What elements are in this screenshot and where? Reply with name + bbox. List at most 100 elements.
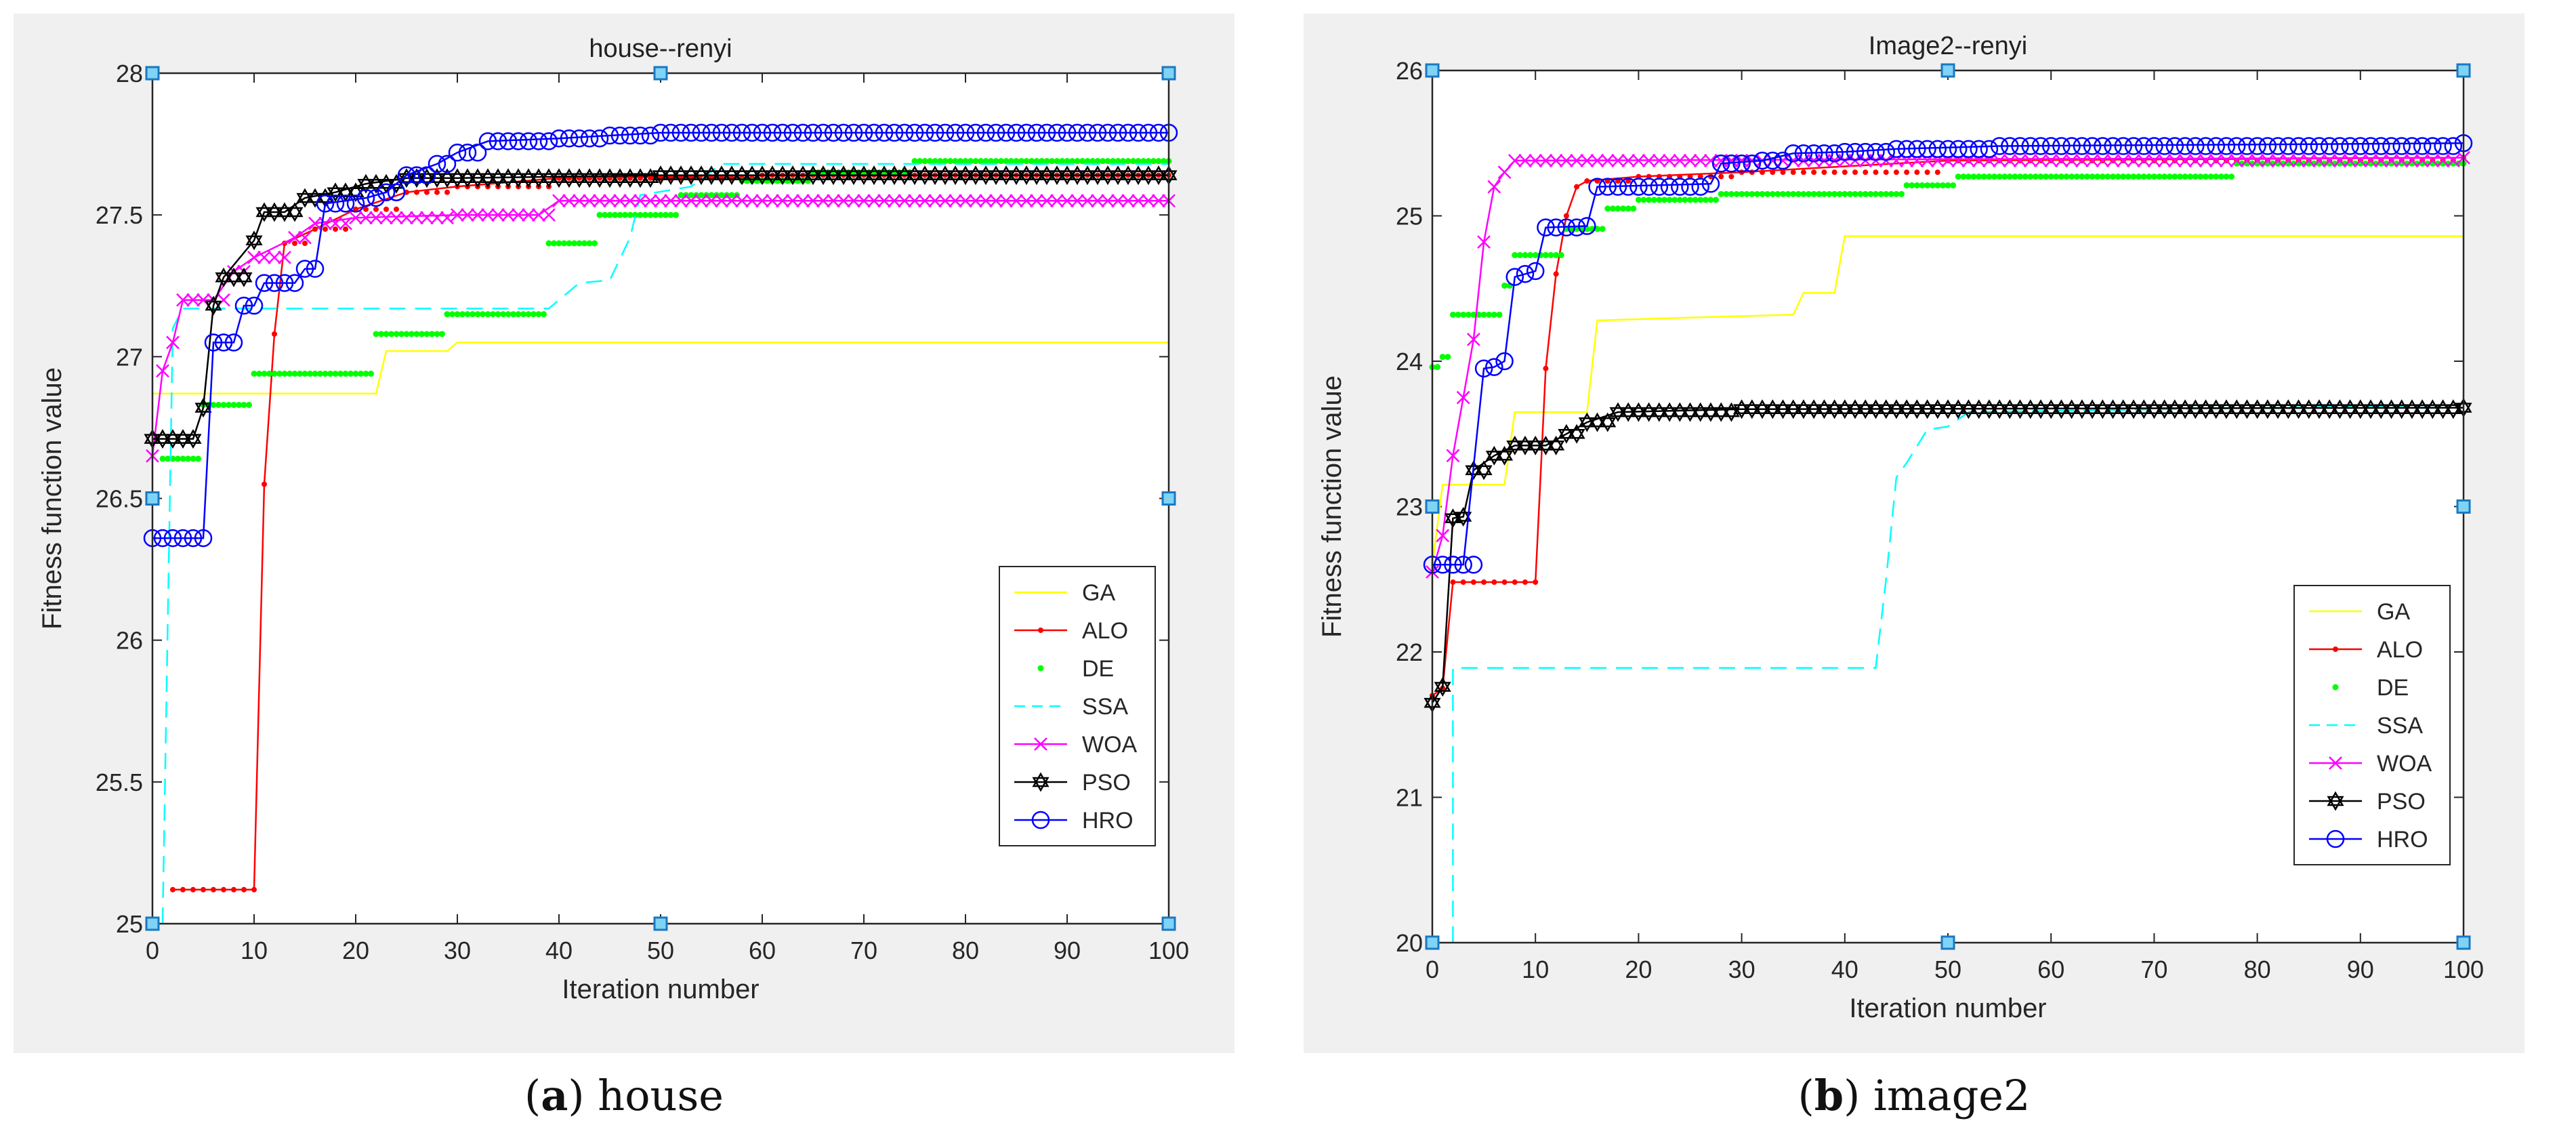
series-de-dot bbox=[1635, 197, 1642, 203]
series-hro-marker bbox=[2279, 137, 2298, 155]
series-hro-marker bbox=[417, 166, 436, 184]
series-de-dot bbox=[657, 211, 664, 218]
series-de-dot bbox=[2187, 173, 2194, 180]
series-woa-marker bbox=[583, 194, 596, 208]
series-pso-marker bbox=[245, 230, 263, 251]
series-hro-marker bbox=[1474, 359, 1493, 377]
series-de-dot bbox=[2223, 173, 2230, 180]
x-tick-label: 60 bbox=[2037, 956, 2064, 983]
series-woa-marker bbox=[278, 251, 291, 264]
selection-handle bbox=[145, 66, 160, 81]
series-woa-marker bbox=[654, 194, 667, 208]
series-hro-marker bbox=[1557, 218, 1576, 237]
series-alo-marker bbox=[1821, 169, 1827, 176]
y-tick-label: 26.5 bbox=[96, 485, 143, 513]
series-hro-marker bbox=[875, 123, 894, 142]
series-de-dot bbox=[1893, 190, 1900, 197]
series-de-dot bbox=[1857, 190, 1864, 197]
series-de-dot bbox=[1707, 197, 1714, 203]
series-de-dot bbox=[998, 158, 1004, 165]
series-woa-marker bbox=[1993, 154, 2006, 167]
y-tick-label: 26 bbox=[1396, 57, 1423, 85]
series-hro-marker bbox=[2001, 137, 2019, 155]
series-hro-marker bbox=[295, 260, 314, 278]
series-woa-marker bbox=[745, 194, 759, 208]
series-alo-marker bbox=[323, 226, 328, 232]
selection-handle bbox=[1425, 935, 1440, 950]
series-de-dot bbox=[1713, 197, 1720, 203]
series-de-dot bbox=[1970, 173, 1977, 180]
series-pso-marker bbox=[1722, 402, 1740, 422]
series-woa-marker bbox=[2230, 154, 2244, 167]
series-woa-marker bbox=[176, 293, 190, 307]
legend-entry-ssa: SSA bbox=[1014, 694, 1128, 720]
series-woa-marker bbox=[1797, 154, 1810, 167]
series-woa-marker bbox=[552, 194, 566, 208]
series-woa-marker bbox=[1071, 194, 1084, 208]
series-de-dot bbox=[261, 370, 268, 377]
legend-entry-ssa: SSA bbox=[2309, 713, 2423, 739]
series-woa-marker bbox=[1642, 154, 1656, 167]
series-de-dot bbox=[1650, 197, 1657, 203]
series-de-dot bbox=[1831, 190, 1838, 197]
series-pso-marker-a bbox=[1455, 507, 1472, 522]
series-pso-marker bbox=[1568, 424, 1585, 444]
series-woa-marker bbox=[532, 208, 545, 222]
series-de-dot bbox=[1542, 251, 1549, 258]
series-hro-marker bbox=[2371, 137, 2390, 155]
series-hro-marker bbox=[804, 123, 823, 142]
series-pso-line bbox=[152, 174, 1169, 440]
series-de-dot bbox=[2203, 173, 2209, 180]
series-pso-marker bbox=[235, 267, 253, 287]
series-woa-marker bbox=[2405, 154, 2419, 167]
series-de-dot bbox=[1527, 251, 1534, 258]
legend-entry-ga: GA bbox=[1014, 580, 1115, 606]
series-de-dot bbox=[1816, 190, 1823, 197]
series-de-dot bbox=[175, 455, 181, 462]
series-hro bbox=[143, 123, 1178, 548]
legend-entry-alo: ALO bbox=[2309, 637, 2423, 663]
series-de-dot bbox=[932, 158, 938, 165]
series-hro-marker bbox=[397, 166, 416, 184]
series-hro-marker bbox=[1098, 123, 1117, 142]
series-de-dot bbox=[510, 311, 516, 318]
series-woa-marker bbox=[2260, 154, 2274, 167]
series-hro-marker bbox=[173, 529, 192, 548]
series-de-dot bbox=[1033, 158, 1040, 165]
series-woa-marker bbox=[1508, 154, 1522, 167]
series-de-dot bbox=[1934, 182, 1941, 188]
legend-entry-hro: HRO bbox=[2309, 827, 2428, 853]
series-de-dot bbox=[917, 158, 923, 165]
series-hro-marker bbox=[793, 123, 812, 142]
series-de-dot bbox=[1753, 190, 1760, 197]
series-hro-marker bbox=[763, 123, 782, 142]
x-tick-label: 100 bbox=[2443, 956, 2484, 983]
series-pso-marker bbox=[184, 429, 202, 449]
series-de-dot bbox=[1039, 158, 1045, 165]
series-de-dot bbox=[2130, 173, 2137, 180]
series-woa-marker bbox=[522, 208, 535, 222]
series-hro-marker bbox=[438, 155, 457, 173]
series-de-dot bbox=[911, 158, 918, 165]
series-de-dot bbox=[1764, 190, 1771, 197]
series-de-dot bbox=[266, 370, 272, 377]
series-woa-marker bbox=[684, 194, 698, 208]
series-woa-marker bbox=[2116, 154, 2130, 167]
series-alo-marker bbox=[1790, 169, 1796, 176]
series-de-dot bbox=[1924, 182, 1931, 188]
series-de-dot bbox=[988, 158, 994, 165]
series-pso-marker-a bbox=[2445, 399, 2462, 415]
series-de-dot bbox=[1718, 190, 1724, 197]
series-de-dot bbox=[1862, 190, 1869, 197]
series-hro-marker bbox=[194, 529, 213, 548]
series-alo-marker bbox=[1852, 169, 1858, 176]
legend-label: WOA bbox=[2377, 751, 2432, 777]
series-de-dot bbox=[490, 311, 496, 318]
series-de-dot bbox=[1069, 158, 1075, 165]
series-hro-marker bbox=[712, 123, 731, 142]
chart-panel-image2: Image2--renyi 0 10 20 30 40 50 60 70 80 90 100 20 21 2… bbox=[1304, 14, 2525, 1053]
chart-panel-house: house--renyi 0 10 20 30 40 50 60 70 80 90 100 25 25.5… bbox=[14, 14, 1234, 1053]
series-woa-marker bbox=[2044, 154, 2058, 167]
legend-marker-a bbox=[2327, 791, 2344, 806]
series-alo-marker bbox=[1904, 169, 1910, 176]
